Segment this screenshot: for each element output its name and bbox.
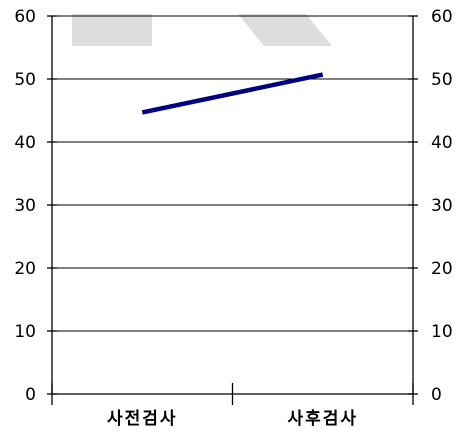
background-watermark	[72, 14, 332, 46]
y-tick-label-left: 20	[14, 259, 36, 279]
y-tick-label-right: 60	[431, 7, 453, 27]
y-tick-label-right: 0	[431, 385, 442, 405]
axes	[47, 15, 418, 405]
y-tick-label-right: 20	[431, 259, 453, 279]
y-tick-label-left: 30	[14, 196, 36, 216]
y-tick-label-right: 30	[431, 196, 453, 216]
gridlines	[52, 15, 413, 332]
x-category-label: 사후검사	[287, 408, 358, 429]
y-tick-label-left: 0	[25, 385, 36, 405]
series-line-0	[141, 72, 324, 115]
series	[141, 72, 324, 115]
x-category-label: 사전검사	[107, 409, 178, 429]
y-tick-label-left: 50	[14, 70, 36, 90]
watermark-block-left	[72, 14, 152, 46]
y-tick-label-left: 40	[14, 133, 36, 153]
x-axis-categories: 사전검사 사후검사	[107, 408, 358, 429]
y-tick-label-left: 10	[14, 322, 36, 342]
y-tick-label-right: 40	[431, 133, 453, 153]
y-axis-left-labels: 0 10 20 30 40 50 60	[14, 7, 36, 405]
watermark-block-right	[238, 14, 332, 46]
y-tick-label-left: 60	[14, 7, 36, 27]
y-tick-label-right: 10	[431, 322, 453, 342]
y-axis-right-labels: 0 10 20 30 40 50 60	[431, 7, 453, 405]
y-tick-label-right: 50	[431, 70, 453, 90]
